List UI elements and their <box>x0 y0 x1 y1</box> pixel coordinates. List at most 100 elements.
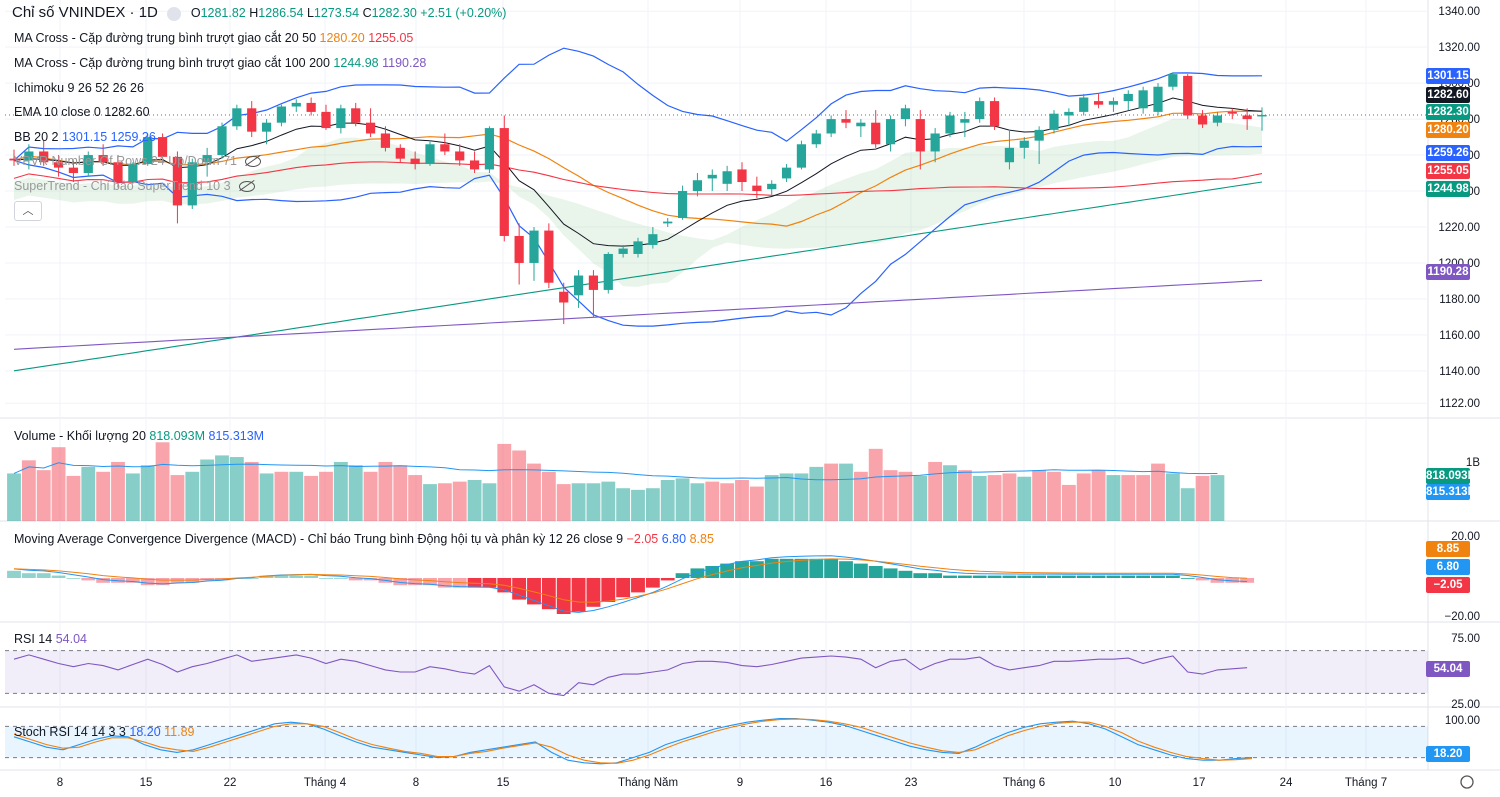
macd-histogram-bar <box>96 578 111 583</box>
candle-body <box>217 126 227 156</box>
volume-bar <box>1210 475 1225 521</box>
hidden-eye-icon[interactable] <box>245 156 262 168</box>
candle-body <box>98 155 108 163</box>
volume-bar <box>512 450 527 521</box>
candle-body <box>1197 115 1208 125</box>
legend-stoch-rsi[interactable]: Stoch RSI 14 14 3 3 18.20 11.89 <box>14 725 195 739</box>
indicator-lines <box>5 47 1428 372</box>
volume-bar <box>66 475 81 521</box>
time-tick-label: 8 <box>413 777 419 789</box>
time-tick-label: Tháng Năm <box>618 777 678 789</box>
macd-tick-label: −20.00 <box>1445 611 1481 623</box>
candle-body <box>1004 147 1015 163</box>
macd-histogram-bar <box>304 575 319 578</box>
volume-bar <box>853 471 868 521</box>
time-tick-label: 8 <box>57 777 63 789</box>
stoch-tick-label: 100.00 <box>1445 715 1480 727</box>
legend-ma-cross-1[interactable]: MA Cross - Cặp đường trung bình trượt gi… <box>14 31 414 45</box>
volume-bar <box>185 471 200 521</box>
legend-volume[interactable]: Volume - Khối lượng 20 818.093M 815.313M <box>14 429 265 443</box>
price-tick-label: 1122.00 <box>1439 398 1480 410</box>
symbol-header: Chỉ số VNINDEX · 1D O1281.82 H1286.54 L1… <box>12 4 507 21</box>
volume-bar <box>601 481 616 521</box>
macd-histogram-bar <box>423 578 437 586</box>
time-axis[interactable]: 8 15 22 Tháng 4 8 15 Tháng Năm 9 16 23 Tháng 6 10 17… <box>57 775 1474 789</box>
time-tick-label: 10 <box>1109 777 1122 789</box>
volume-bar <box>1180 488 1195 521</box>
volume-bar <box>1032 470 1047 521</box>
volume-bar <box>1061 484 1076 521</box>
macd-histogram-bar <box>868 566 883 578</box>
hidden-eye-icon[interactable] <box>238 181 255 193</box>
candle-body <box>975 101 985 120</box>
candle-body <box>128 164 138 183</box>
volume-ma-line <box>13 462 1218 481</box>
price-tag: 1282.30 <box>1426 104 1470 120</box>
volume-bar <box>200 459 215 521</box>
macd-histogram-bar <box>1091 575 1106 578</box>
legend-bollinger[interactable]: BB 20 2 1301.15 1259.26 <box>14 130 156 144</box>
candle-body <box>841 119 851 123</box>
macd-histogram-bar <box>363 578 378 581</box>
rsi-band <box>5 650 1428 694</box>
ma-200-line <box>13 279 1263 350</box>
symbol-title[interactable]: Chỉ số VNINDEX · 1D <box>12 4 158 21</box>
volume-bar <box>779 473 794 521</box>
macd-tick-label: 20.00 <box>1451 531 1480 543</box>
macd-histogram-bar <box>1165 575 1180 578</box>
macd-histogram-bar <box>1076 575 1091 578</box>
macd-signal-line <box>13 558 1248 603</box>
candle-body <box>469 160 480 170</box>
macd-histogram-bar <box>1047 575 1061 578</box>
legend-macd[interactable]: Moving Average Convergence Divergence (M… <box>14 532 714 546</box>
macd-histogram-bar <box>408 578 423 586</box>
candle-body <box>767 183 777 190</box>
candle-body <box>544 230 554 283</box>
macd-histogram-bar <box>1180 578 1195 579</box>
candle-body <box>707 174 717 179</box>
candle-body <box>321 111 331 129</box>
low-value: 1273.54 <box>313 6 360 20</box>
ma-100-line <box>13 181 1263 372</box>
close-value: 1282.30 <box>371 6 417 20</box>
volume-bar <box>1121 475 1136 521</box>
legend-ema[interactable]: EMA 10 close 0 1282.60 <box>14 105 150 119</box>
macd-line <box>13 555 1248 613</box>
legend-supertrend[interactable]: SuperTrend - Chỉ báo SuperTrend 10 3 <box>14 178 255 194</box>
volume-bar <box>839 463 853 521</box>
indicator-value-tag: 815.313M <box>1426 484 1478 500</box>
candle-body <box>410 158 420 165</box>
candle-body <box>1064 111 1074 116</box>
price-tick-label: 1320.00 <box>1438 42 1480 54</box>
time-tick-label: Tháng 6 <box>1003 777 1045 789</box>
price-tick-label: 1160.00 <box>1439 330 1480 342</box>
candle-body <box>677 191 688 218</box>
time-tick-label: 16 <box>820 777 833 789</box>
macd-histogram-bar <box>764 558 779 578</box>
legend-ichimoku[interactable]: Ichimoku 9 26 52 26 26 <box>14 81 144 95</box>
candle-body <box>930 133 940 152</box>
volume-bar <box>348 465 363 521</box>
legend-ma-cross-2[interactable]: MA Cross - Cặp đường trung bình trượt gi… <box>14 56 427 70</box>
macd-histogram-bar <box>972 575 987 578</box>
candle-body <box>113 162 123 183</box>
price-tag: 1259.26 <box>1426 145 1470 161</box>
candle-body <box>663 221 673 224</box>
volume-bar <box>690 483 705 521</box>
candle-body <box>1227 111 1237 114</box>
collapse-legend-button[interactable]: ︿ <box>14 201 42 221</box>
volume-bar <box>1151 463 1165 521</box>
macd-histogram-bar <box>274 575 289 578</box>
macd-histogram-bar <box>556 578 571 614</box>
legend-rsi[interactable]: RSI 14 54.04 <box>14 632 87 646</box>
macd-histogram-bar <box>824 558 839 578</box>
rsi-pane <box>5 650 1428 697</box>
candle-body <box>945 115 955 134</box>
legend-vpvr[interactable]: VPVR Number Of Rows 24 Up/Down 71 <box>14 153 262 169</box>
macd-histogram-bar <box>482 578 497 588</box>
time-tick-label: Tháng 7 <box>1345 777 1387 789</box>
candlestick-series[interactable] <box>9 72 1267 325</box>
candle-body <box>1093 101 1104 105</box>
macd-histogram-bar <box>125 578 140 583</box>
